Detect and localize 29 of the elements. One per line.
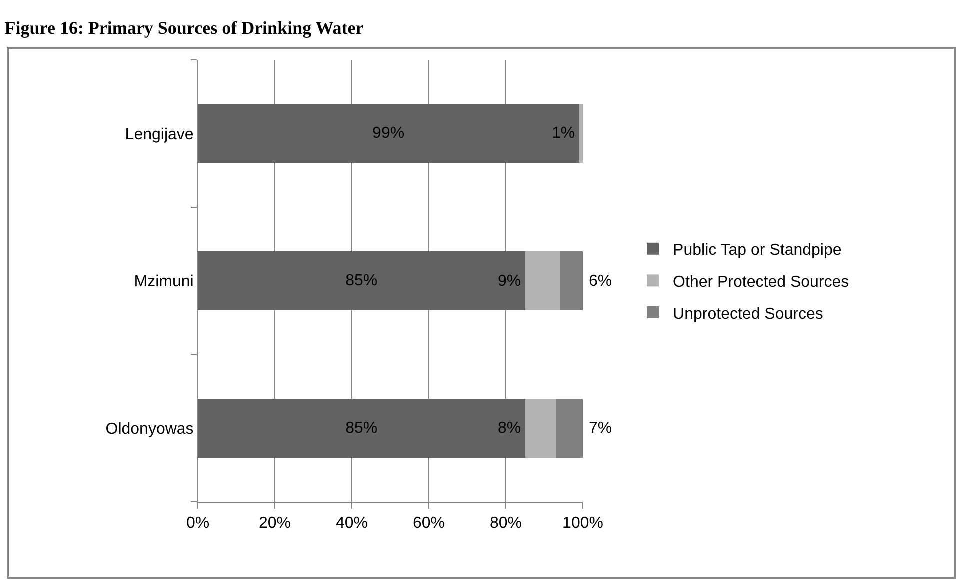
legend-label: Public Tap or Standpipe xyxy=(673,242,842,260)
bar xyxy=(198,398,526,458)
x-tick-label: 100% xyxy=(562,515,604,532)
bar xyxy=(525,398,556,458)
chart-title: Figure 16: Primary Sources of Drinking Water xyxy=(4,18,364,38)
y-tick-label: Oldonyowas xyxy=(106,420,194,438)
data-label: 1% xyxy=(552,125,576,142)
bar xyxy=(525,252,560,310)
x-tick-label: 40% xyxy=(336,515,368,532)
x-tick-label: 60% xyxy=(412,515,446,532)
legend-label: Other Protected Sources xyxy=(673,274,850,291)
data-label: 85% xyxy=(346,272,378,290)
x-tick-label: 20% xyxy=(258,515,292,532)
bar xyxy=(556,398,583,458)
data-label: 99% xyxy=(372,125,405,142)
x-tick-label: 80% xyxy=(490,515,522,532)
legend-label: Unprotected Sources xyxy=(673,306,824,323)
data-label: 85% xyxy=(346,420,378,437)
data-label: 8% xyxy=(498,420,522,437)
bar xyxy=(198,104,580,164)
bar xyxy=(579,104,583,164)
y-tick-label: Mzimuni xyxy=(134,274,194,291)
x-tick-label: 0% xyxy=(186,515,210,532)
data-label: 9% xyxy=(498,273,522,290)
data-label: 7% xyxy=(589,420,612,437)
bar xyxy=(198,252,526,310)
data-label: 6% xyxy=(589,273,612,290)
y-tick-label: Lengijave xyxy=(125,126,194,144)
bar xyxy=(560,252,583,310)
